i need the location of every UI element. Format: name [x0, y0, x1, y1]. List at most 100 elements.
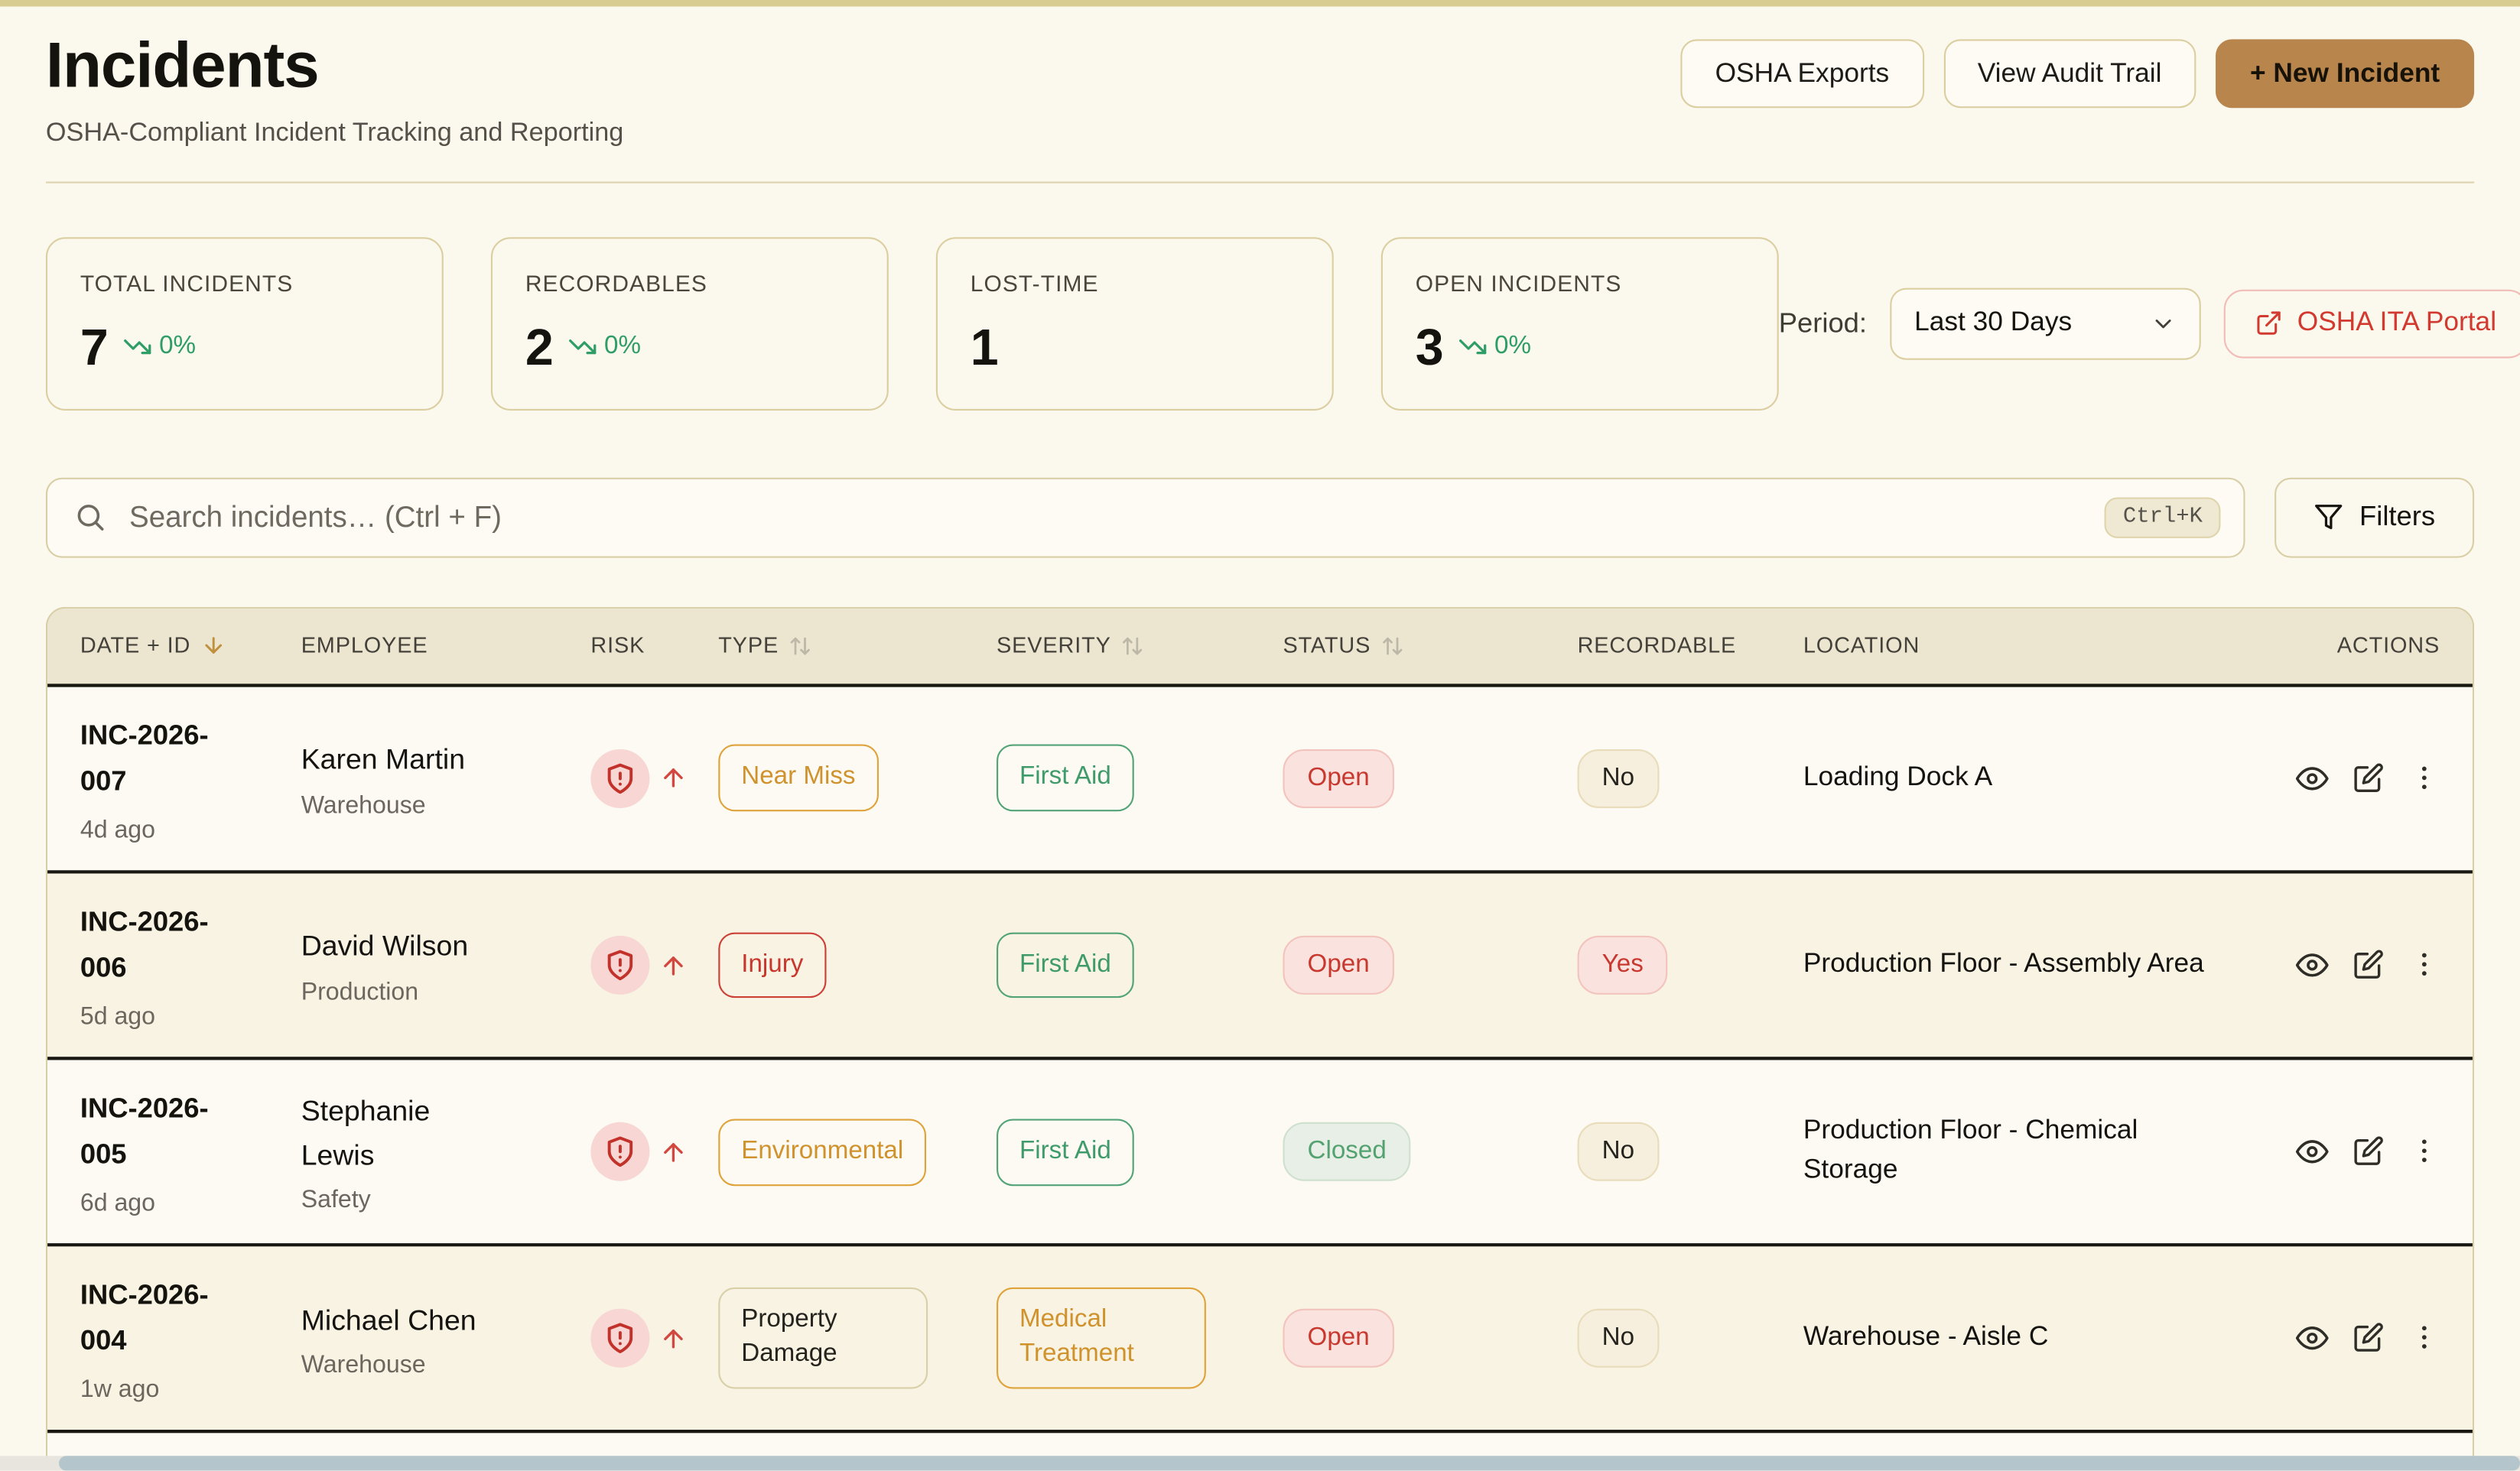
- type-badge: Property Damage: [718, 1288, 928, 1389]
- stat-label: OPEN INCIDENTS: [1415, 269, 1622, 297]
- edit-icon: [2354, 1323, 2383, 1352]
- incident-age: 6d ago: [80, 1189, 156, 1218]
- edit-incident-button[interactable]: [2353, 949, 2385, 982]
- search-icon: [73, 502, 106, 534]
- eye-icon: [2295, 1326, 2329, 1350]
- osha-ita-portal-button[interactable]: OSHA ITA Portal: [2223, 289, 2520, 359]
- chevron-down-icon: [2150, 310, 2176, 336]
- status-badge: Open: [1283, 1309, 1394, 1369]
- filters-button[interactable]: Filters: [2275, 477, 2475, 558]
- column-label: RECORDABLE: [1577, 633, 1737, 658]
- severity-badge: First Aid: [997, 1118, 1134, 1186]
- table-row[interactable]: INC-2026-005 6d ago Stephanie Lewis Safe…: [47, 1060, 2473, 1247]
- incident-id: INC-2026-004: [80, 1279, 209, 1357]
- row-menu-button[interactable]: [2409, 949, 2440, 982]
- risk-shield-alert-icon: [590, 1309, 650, 1369]
- page-subtitle: OSHA-Compliant Incident Tracking and Rep…: [45, 119, 624, 148]
- top-accent-bar: [0, 0, 2520, 7]
- incident-age: 4d ago: [80, 816, 156, 845]
- period-select[interactable]: Last 30 Days: [1889, 287, 2201, 360]
- edit-icon: [2354, 763, 2383, 792]
- osha-exports-button[interactable]: OSHA Exports: [1680, 39, 1924, 109]
- search-input[interactable]: [125, 498, 2086, 537]
- view-incident-button[interactable]: [2295, 762, 2329, 795]
- osha-ita-portal-label: OSHA ITA Portal: [2297, 308, 2497, 338]
- kebab-menu-icon: [2421, 953, 2427, 976]
- stat-card-recordables: RECORDABLES 2 0%: [490, 237, 889, 411]
- table-row[interactable]: INC-2026-007 4d ago Karen Martin Warehou…: [47, 687, 2473, 874]
- stat-label: RECORDABLES: [525, 269, 707, 297]
- filters-label: Filters: [2359, 501, 2436, 533]
- edit-incident-button[interactable]: [2353, 762, 2385, 795]
- risk-shield-alert-icon: [590, 935, 650, 995]
- incident-location: Production Floor - Assembly Area: [1803, 949, 2204, 979]
- incidents-table-body: INC-2026-007 4d ago Karen Martin Warehou…: [47, 687, 2473, 1471]
- risk-shield-alert-icon: [590, 748, 650, 808]
- column-label: RISK: [590, 633, 645, 658]
- new-incident-button[interactable]: + New Incident: [2216, 39, 2475, 109]
- stat-card-total-incidents: TOTAL INCIDENTS 7 0%: [45, 237, 444, 411]
- status-badge: Open: [1283, 748, 1394, 808]
- incident-id: INC-2026-006: [80, 906, 209, 983]
- header-divider: [45, 181, 2475, 183]
- stat-value: 3: [1415, 318, 1444, 376]
- row-menu-button[interactable]: [2409, 762, 2440, 795]
- view-incident-button[interactable]: [2295, 949, 2329, 982]
- trending-down-icon: [568, 333, 598, 362]
- keyboard-shortcut-badge: Ctrl+K: [2105, 497, 2221, 538]
- incident-age: 1w ago: [80, 1375, 160, 1404]
- stat-trend: 0%: [1494, 333, 1531, 361]
- sort-both-icon: [789, 635, 811, 658]
- eye-icon: [2295, 767, 2329, 791]
- type-badge: Near Miss: [718, 745, 879, 813]
- sort-both-icon: [1121, 635, 1144, 658]
- stat-card-lost-time: LOST-TIME 1: [935, 237, 1334, 411]
- view-incident-button[interactable]: [2295, 1322, 2329, 1355]
- stats-section: TOTAL INCIDENTS 7 0% RECORDABLES 2: [45, 237, 2520, 411]
- column-label: LOCATION: [1803, 633, 1920, 658]
- column-label: SEVERITY: [997, 633, 1111, 658]
- table-row[interactable]: INC-2026-004 1w ago Michael Chen Warehou…: [47, 1246, 2473, 1434]
- column-label: ACTIONS: [2336, 633, 2440, 658]
- scrollbar-thumb[interactable]: [59, 1456, 2520, 1471]
- incident-location: Warehouse - Aisle C: [1803, 1322, 2049, 1352]
- eye-icon: [2295, 1140, 2329, 1164]
- severity-badge: First Aid: [997, 931, 1134, 999]
- recordable-badge: No: [1577, 1122, 1660, 1182]
- employee-department: Production: [301, 977, 419, 1006]
- risk-up-arrow-icon: [659, 1138, 687, 1165]
- recordable-badge: No: [1577, 1309, 1660, 1369]
- edit-incident-button[interactable]: [2353, 1135, 2385, 1168]
- column-header-severity[interactable]: SEVERITY: [997, 634, 1283, 658]
- column-header-status[interactable]: STATUS: [1283, 634, 1577, 658]
- employee-department: Safety: [301, 1185, 371, 1214]
- edit-icon: [2354, 950, 2383, 979]
- kebab-menu-icon: [2421, 766, 2427, 789]
- employee-department: Warehouse: [301, 791, 426, 820]
- page-header: Incidents OSHA-Compliant Incident Tracki…: [45, 7, 2475, 149]
- search-bar[interactable]: Ctrl+K: [45, 477, 2245, 558]
- column-header-recordable: RECORDABLE: [1578, 634, 1803, 658]
- stat-label: LOST-TIME: [970, 269, 1099, 297]
- column-header-type[interactable]: TYPE: [718, 634, 997, 658]
- row-menu-button[interactable]: [2409, 1135, 2440, 1168]
- status-badge: Open: [1283, 935, 1394, 995]
- view-audit-trail-button[interactable]: View Audit Trail: [1943, 39, 2196, 109]
- column-label: EMPLOYEE: [301, 633, 428, 658]
- table-row[interactable]: INC-2026-006 5d ago David Wilson Product…: [47, 873, 2473, 1060]
- row-menu-button[interactable]: [2409, 1322, 2440, 1355]
- trending-down-icon: [1458, 333, 1488, 362]
- stat-value: 1: [970, 318, 999, 376]
- column-header-date-id[interactable]: DATE + ID: [47, 634, 301, 658]
- period-selected-value: Last 30 Days: [1914, 308, 2073, 338]
- external-link-icon: [2255, 310, 2282, 337]
- column-header-risk: RISK: [590, 634, 718, 658]
- horizontal-scrollbar[interactable]: [0, 1456, 2520, 1471]
- incident-location: Production Floor - Chemical Storage: [1803, 1115, 2138, 1185]
- search-section: Ctrl+K Filters: [45, 477, 2475, 558]
- recordable-badge: Yes: [1577, 935, 1668, 995]
- view-incident-button[interactable]: [2295, 1135, 2329, 1168]
- sort-both-icon: [1380, 635, 1403, 658]
- edit-incident-button[interactable]: [2353, 1322, 2385, 1355]
